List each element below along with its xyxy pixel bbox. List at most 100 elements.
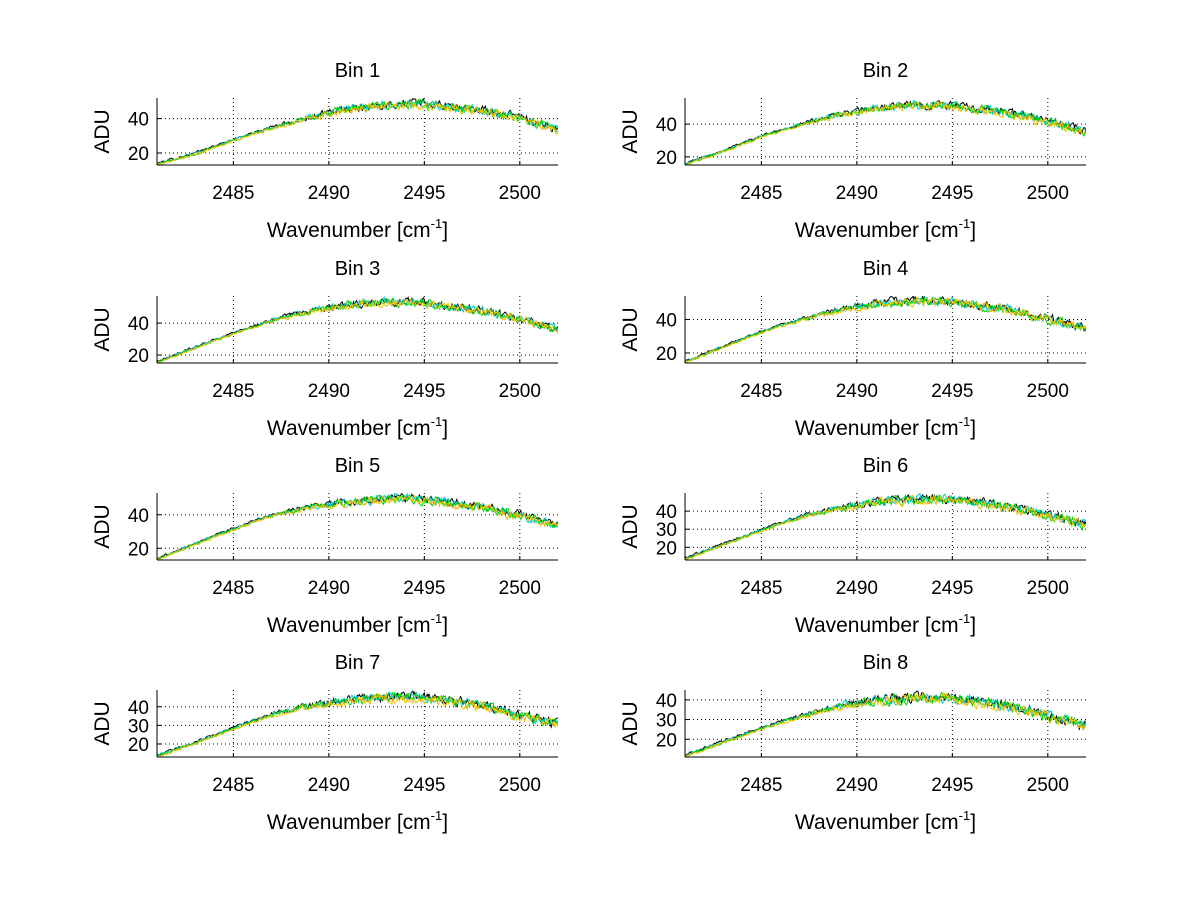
x-axis-label-bracket: ]	[970, 417, 976, 440]
x-axis-label-superscript: -1	[959, 414, 971, 429]
x-axis-label-bracket: ]	[970, 614, 976, 637]
y-tick-label: 30	[656, 711, 677, 732]
y-tick-label: 40	[128, 110, 149, 131]
y-axis-label: ADU	[91, 307, 114, 351]
y-tick-label: 40	[128, 698, 149, 719]
x-tick-label: 2490	[308, 578, 350, 599]
subplot-bin-1: 2485 2490 2495 2500 20 40 Bin 1 Wavenumber [cm-…	[91, 60, 558, 242]
subplot-title: Bin 2	[863, 60, 909, 82]
x-tick-label: 2485	[212, 578, 254, 599]
spectrum-series-4	[685, 100, 1086, 165]
x-tick-label: 2490	[308, 775, 350, 796]
x-tick-label: 2490	[836, 381, 878, 402]
spectrum-series-1	[685, 99, 1086, 165]
x-tick-label: 2490	[308, 183, 350, 204]
y-tick-label: 40	[656, 115, 677, 136]
x-tick-label: 2485	[740, 775, 782, 796]
y-tick-label: 20	[656, 148, 677, 169]
y-tick-label: 40	[128, 314, 149, 335]
spectrum-series-2	[685, 99, 1086, 165]
x-tick-label: 2500	[499, 381, 541, 402]
x-tick-label: 2500	[499, 578, 541, 599]
spectrum-series-2	[157, 690, 558, 756]
x-axis-label-text: Wavenumber [cm	[267, 811, 431, 834]
spectrum-series-4	[685, 494, 1086, 560]
x-tick-label: 2485	[212, 775, 254, 796]
x-axis-label: Wavenumber [cm-1]	[795, 808, 976, 834]
spectrum-series-2	[685, 493, 1086, 560]
y-axis-label: ADU	[91, 109, 114, 153]
y-tick-label: 40	[656, 691, 677, 712]
x-axis-label: Wavenumber [cm-1]	[795, 414, 976, 440]
y-tick-label: 20	[128, 144, 149, 165]
x-tick-label: 2485	[212, 183, 254, 204]
subplot-bin-4: 2485 2490 2495 2500 20 40 Bin 4 Wavenumber [cm-…	[619, 258, 1086, 440]
x-tick-label: 2485	[212, 381, 254, 402]
spectrum-series-4	[157, 297, 558, 363]
spectrum-series-3	[685, 493, 1086, 560]
x-tick-label: 2500	[499, 775, 541, 796]
x-axis-label-bracket: ]	[442, 417, 448, 440]
subplot-title: Bin 4	[863, 258, 909, 280]
y-axis-label: ADU	[619, 504, 642, 548]
x-axis-label-superscript: -1	[959, 611, 971, 626]
y-tick-label: 30	[128, 716, 149, 737]
spectrum-series-2	[685, 296, 1086, 362]
x-axis-label-text: Wavenumber [cm	[267, 614, 431, 637]
subplot-title: Bin 8	[863, 652, 909, 674]
x-tick-label: 2490	[836, 183, 878, 204]
x-axis-label: Wavenumber [cm-1]	[267, 611, 448, 637]
spectrum-series-3	[685, 100, 1086, 165]
x-tick-label: 2500	[1027, 381, 1069, 402]
x-tick-label: 2495	[931, 183, 973, 204]
spectrum-series-4	[685, 296, 1086, 363]
y-tick-label: 40	[128, 506, 149, 527]
y-tick-label: 20	[656, 538, 677, 559]
x-axis-label-bracket: ]	[970, 811, 976, 834]
x-axis-label-text: Wavenumber [cm	[795, 219, 959, 242]
y-axis-label: ADU	[91, 701, 114, 745]
subplot-title: Bin 5	[335, 455, 381, 477]
x-axis-label: Wavenumber [cm-1]	[267, 414, 448, 440]
x-axis-label-superscript: -1	[431, 611, 443, 626]
x-axis-label-superscript: -1	[431, 808, 443, 823]
x-axis-label-bracket: ]	[970, 219, 976, 242]
spectrum-series-2	[685, 692, 1086, 757]
x-axis-label-text: Wavenumber [cm	[267, 219, 431, 242]
x-axis-label: Wavenumber [cm-1]	[267, 808, 448, 834]
x-tick-label: 2495	[931, 775, 973, 796]
x-tick-label: 2500	[1027, 183, 1069, 204]
y-axis-label: ADU	[619, 307, 642, 351]
x-axis-label-superscript: -1	[959, 216, 971, 231]
x-tick-label: 2495	[403, 183, 445, 204]
x-axis-label-text: Wavenumber [cm	[795, 417, 959, 440]
spectrum-series-4	[157, 692, 558, 757]
y-axis-label: ADU	[91, 504, 114, 548]
x-tick-label: 2490	[836, 775, 878, 796]
x-tick-label: 2495	[403, 381, 445, 402]
x-axis-label-text: Wavenumber [cm	[795, 811, 959, 834]
subplot-bin-5: 2485 2490 2495 2500 20 40 Bin 5 Wavenumber [cm-…	[91, 455, 558, 637]
subplot-title: Bin 7	[335, 652, 381, 674]
x-tick-label: 2495	[403, 578, 445, 599]
x-axis-label: Wavenumber [cm-1]	[267, 216, 448, 242]
spectrum-series-4	[157, 100, 558, 165]
y-tick-label: 20	[656, 344, 677, 365]
x-tick-label: 2485	[740, 183, 782, 204]
spectrum-series-4	[685, 691, 1086, 757]
y-axis-label: ADU	[619, 109, 642, 153]
y-tick-label: 20	[128, 539, 149, 560]
x-axis-label-text: Wavenumber [cm	[795, 614, 959, 637]
x-tick-label: 2500	[1027, 578, 1069, 599]
y-tick-label: 20	[128, 735, 149, 756]
x-axis-label: Wavenumber [cm-1]	[795, 216, 976, 242]
x-tick-label: 2485	[740, 381, 782, 402]
x-axis-label-bracket: ]	[442, 219, 448, 242]
x-axis-label: Wavenumber [cm-1]	[795, 611, 976, 637]
x-axis-label-text: Wavenumber [cm	[267, 417, 431, 440]
x-tick-label: 2495	[403, 775, 445, 796]
